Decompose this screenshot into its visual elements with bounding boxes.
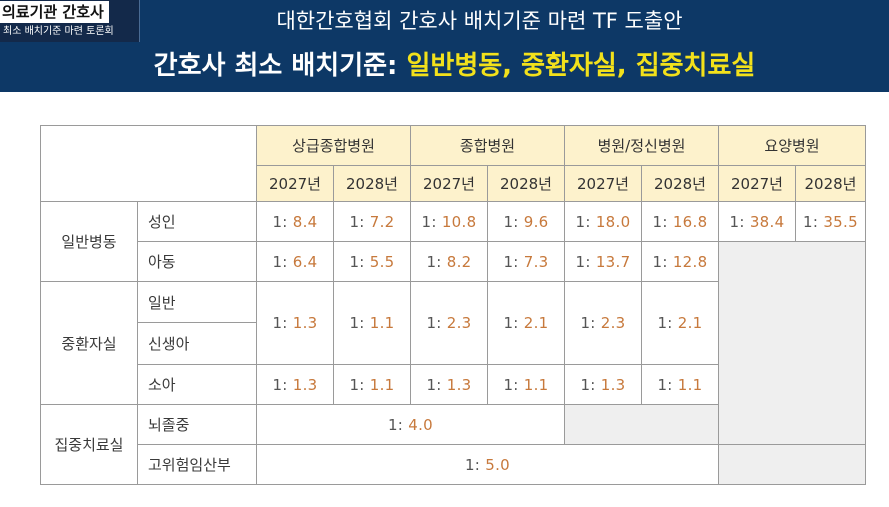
ratio-cell: 1: 1.1 [334,365,411,405]
ratio-cell: 1: 6.4 [257,242,334,282]
year-header: 2028년 [642,166,719,202]
row-label-stroke: 뇌졸중 [138,405,257,445]
year-header: 2027년 [411,166,488,202]
subtitle-highlight: 일반병동, 중환자실, 집중치료실 [407,51,756,81]
ratio-cell: 1: 10.8 [411,202,488,242]
ratio-cell: 1: 2.1 [488,282,565,365]
page-subtitle: 간호사 최소 배치기준: 일반병동, 중환자실, 집중치료실 [0,46,889,86]
ratio-cell: 1: 8.2 [411,242,488,282]
ratio-cell: 1: 5.0 [257,445,719,485]
col-header-general-hospital: 종합병원 [411,126,565,166]
year-header: 2027년 [257,166,334,202]
ratio-cell: 1: 1.1 [642,365,719,405]
year-header: 2028년 [334,166,411,202]
ratio-cell: 1: 2.1 [642,282,719,365]
ratio-cell: 1: 2.3 [565,282,642,365]
blank-cell-nursing-hospital [719,242,866,445]
category-intensive-unit: 집중치료실 [41,405,138,485]
blank-cell-stroke [565,405,719,445]
corner-cell [41,126,257,202]
ratio-cell: 1: 8.4 [257,202,334,242]
ratio-cell: 1: 4.0 [257,405,565,445]
ratio-cell: 1: 1.1 [488,365,565,405]
ratio-cell: 1: 18.0 [565,202,642,242]
row-label-high-risk-maternity: 고위험임산부 [138,445,257,485]
col-header-hospital-psychiatric: 병원/정신병원 [565,126,719,166]
header-row-hospital-types: 상급종합병원 종합병원 병원/정신병원 요양병원 [41,126,866,166]
row-label-icu-pediatric: 소아 [138,365,257,405]
ratio-cell: 1: 1.3 [257,365,334,405]
row-label-icu-general: 일반 [138,282,257,323]
ratio-cell: 1: 1.3 [565,365,642,405]
table-row: 고위험임산부 1: 5.0 [41,445,866,485]
category-icu: 중환자실 [41,282,138,405]
table-row: 아동 1: 6.4 1: 5.5 1: 8.2 1: 7.3 1: 13.7 1… [41,242,866,282]
ratio-cell: 1: 35.5 [796,202,866,242]
ratio-cell: 1: 7.2 [334,202,411,242]
ratio-cell: 1: 12.8 [642,242,719,282]
title-banner: 의료기관 간호사 최소 배치기준 마련 토론회 대한간호협회 간호사 배치기준 … [0,0,889,92]
ratio-cell: 1: 7.3 [488,242,565,282]
page-title: 대한간호협회 간호사 배치기준 마련 TF 도출안 [0,6,889,36]
ratio-cell: 1: 16.8 [642,202,719,242]
year-header: 2027년 [565,166,642,202]
ratio-cell: 1: 1.1 [334,282,411,365]
year-header: 2028년 [796,166,866,202]
col-header-nursing-hospital: 요양병원 [719,126,866,166]
ratio-cell: 1: 1.3 [257,282,334,365]
ratio-cell: 1: 38.4 [719,202,796,242]
ratio-cell: 1: 2.3 [411,282,488,365]
row-label-adult: 성인 [138,202,257,242]
staffing-standards-table: 상급종합병원 종합병원 병원/정신병원 요양병원 2027년 2028년 202… [40,125,866,485]
ratio-cell: 1: 1.3 [411,365,488,405]
ratio-cell: 1: 9.6 [488,202,565,242]
blank-cell-maternity [719,445,866,485]
category-general-ward: 일반병동 [41,202,138,282]
ratio-cell: 1: 13.7 [565,242,642,282]
year-header: 2027년 [719,166,796,202]
col-header-tertiary-hospital: 상급종합병원 [257,126,411,166]
row-label-child: 아동 [138,242,257,282]
subtitle-lead: 간호사 최소 배치기준: [154,51,407,81]
year-header: 2028년 [488,166,565,202]
row-label-icu-newborn: 신생아 [138,323,257,365]
ratio-cell: 1: 5.5 [334,242,411,282]
table-row: 일반병동 성인 1: 8.4 1: 7.2 1: 10.8 1: 9.6 1: … [41,202,866,242]
